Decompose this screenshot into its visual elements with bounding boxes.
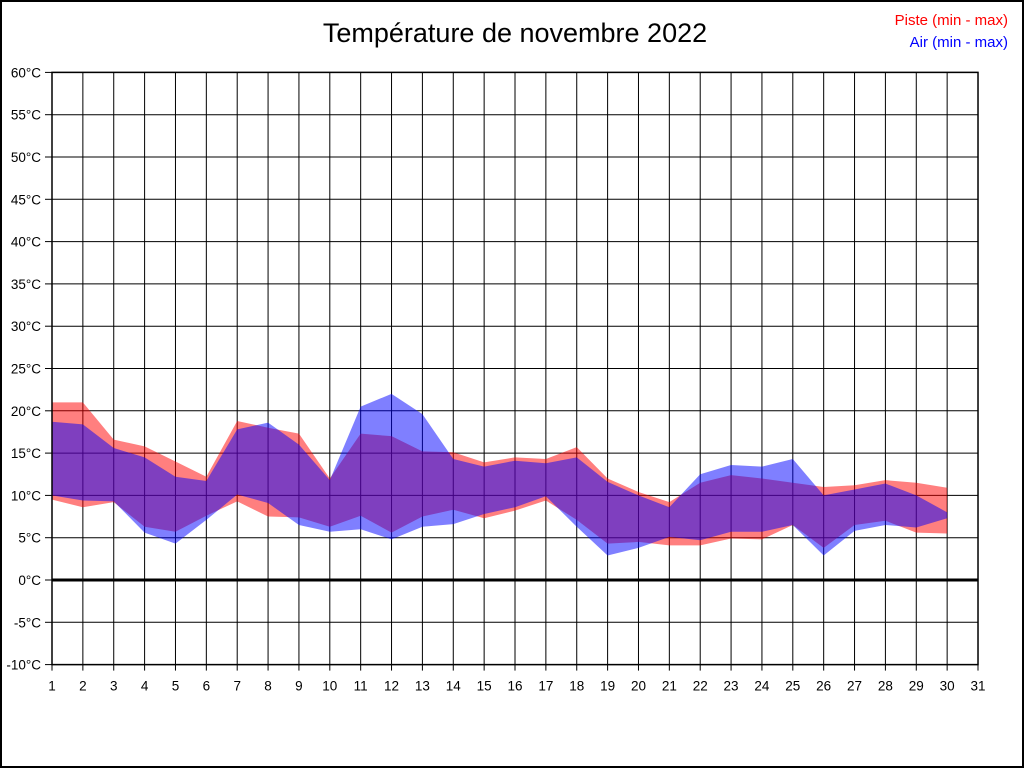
x-tick-label: 24 xyxy=(754,679,770,694)
x-tick-label: 27 xyxy=(847,679,862,694)
y-tick-label: 5°C xyxy=(18,531,41,546)
x-tick-label: 12 xyxy=(384,679,399,694)
x-tick-label: 8 xyxy=(264,679,272,694)
x-tick-label: 4 xyxy=(141,679,149,694)
x-tick-label: 7 xyxy=(233,679,241,694)
x-tick-label: 28 xyxy=(878,679,893,694)
y-tick-label: 25°C xyxy=(11,362,41,377)
x-tick-label: 25 xyxy=(785,679,800,694)
x-tick-label: 19 xyxy=(600,679,615,694)
x-tick-label: 5 xyxy=(172,679,180,694)
x-tick-label: 3 xyxy=(110,679,118,694)
x-tick-label: 29 xyxy=(909,679,924,694)
air-band xyxy=(52,393,948,556)
x-tick-label: 2 xyxy=(79,679,87,694)
x-tick-label: 17 xyxy=(538,679,553,694)
x-tick-label: 6 xyxy=(203,679,211,694)
chart-legend: Piste (min - max) Air (min - max) xyxy=(895,10,1008,54)
y-tick-label: 40°C xyxy=(11,235,41,250)
chart-title: Température de novembre 2022 xyxy=(322,18,708,48)
y-tick-label: 15°C xyxy=(11,446,41,461)
x-tick-label: 30 xyxy=(940,679,955,694)
x-tick-label: 9 xyxy=(295,679,303,694)
legend-piste: Piste (min - max) xyxy=(894,12,1008,29)
x-tick-label: 13 xyxy=(415,679,430,694)
x-tick-label: 1 xyxy=(48,679,56,694)
y-tick-label: -5°C xyxy=(14,615,41,630)
y-tick-label: 45°C xyxy=(11,192,41,207)
y-tick-label: 60°C xyxy=(11,65,41,80)
y-tick-label: 0°C xyxy=(18,573,41,588)
x-tick-label: 18 xyxy=(569,679,584,694)
plot-frame xyxy=(51,71,979,666)
x-tick-label: 16 xyxy=(507,679,522,694)
y-tick-label: 50°C xyxy=(11,150,41,165)
x-tick-label: 26 xyxy=(816,679,831,694)
x-tick-label: 23 xyxy=(724,679,739,694)
x-tick-label: 15 xyxy=(477,679,492,694)
x-tick-label: 14 xyxy=(446,679,462,694)
y-tick-label: -10°C xyxy=(6,658,41,673)
y-tick-label: 30°C xyxy=(11,319,41,334)
x-tick-label: 10 xyxy=(322,679,337,694)
x-tick-label: 22 xyxy=(693,679,708,694)
y-tick-label: 10°C xyxy=(11,488,41,503)
x-tick-label: 11 xyxy=(354,679,368,694)
y-tick-label: 35°C xyxy=(11,277,41,292)
x-tick-label: 31 xyxy=(970,679,985,694)
y-tick-label: 55°C xyxy=(11,108,41,123)
x-tick-label: 20 xyxy=(631,679,646,694)
y-tick-label: 20°C xyxy=(11,404,41,419)
legend-air: Air (min - max) xyxy=(909,34,1008,51)
x-tick-label: 21 xyxy=(662,679,677,694)
